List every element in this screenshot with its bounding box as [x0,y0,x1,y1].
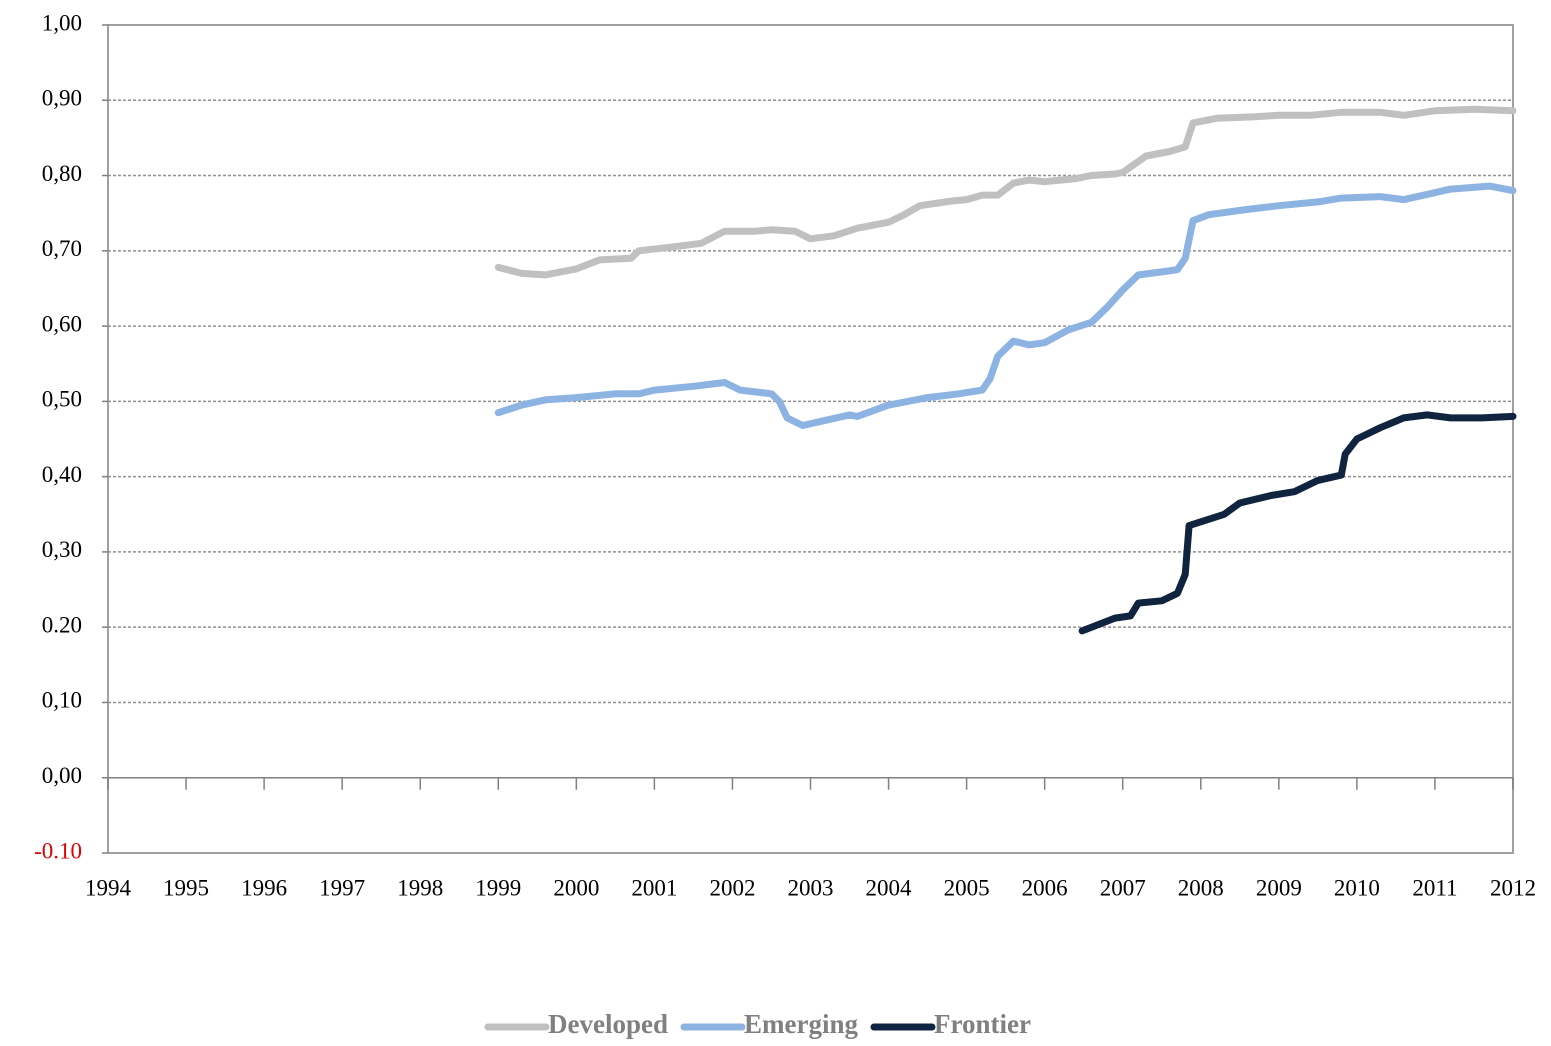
x-tick-label: 2011 [1412,875,1457,900]
x-tick-label: 1998 [397,875,443,900]
x-tick-label: 2001 [631,875,677,900]
y-tick-label: 0.20 [42,612,82,637]
y-tick-label: 0,70 [42,236,82,261]
x-tick-label: 2000 [553,875,599,900]
series-line [494,182,1517,429]
x-tick-label: 2007 [1100,875,1146,900]
y-tick-label: -0.10 [34,838,82,863]
x-tick-label: 2008 [1178,875,1224,900]
y-tick-label: 0,80 [42,161,82,186]
y-tick-label: 0,00 [42,763,82,788]
x-tick-label: 1997 [319,875,365,900]
legend-label: Developed [548,1009,668,1039]
series-line [1078,411,1517,635]
x-tick-label: 1996 [241,875,287,900]
y-tick-label: 0,30 [42,537,82,562]
x-tick-label: 2002 [709,875,755,900]
y-tick-label: 0,10 [42,688,82,713]
x-tick-label: 2006 [1022,875,1068,900]
legend: Developed Emerging Frontier [484,1009,1031,1039]
legend-label: Emerging [744,1009,858,1039]
y-tick-label: 1,00 [42,10,82,35]
y-tick-label: 0,40 [42,462,82,487]
y-tick-label: 0,60 [42,311,82,336]
x-tick-label: 2012 [1490,875,1536,900]
x-tick-label: 2010 [1334,875,1380,900]
x-tick-label: 1994 [85,875,132,900]
series-line [494,105,1517,279]
x-tick-label: 1999 [475,875,521,900]
x-tick-label: 1995 [163,875,209,900]
legend-label: Frontier [934,1009,1031,1039]
x-tick-label: 2003 [788,875,834,900]
y-tick-label: 0,90 [42,86,82,111]
x-tick-label: 2004 [866,875,913,900]
x-tick-label: 2009 [1256,875,1302,900]
y-tick-label: 0,50 [42,387,82,412]
plot-frame [107,24,1514,854]
x-tick-label: 2005 [944,875,990,900]
